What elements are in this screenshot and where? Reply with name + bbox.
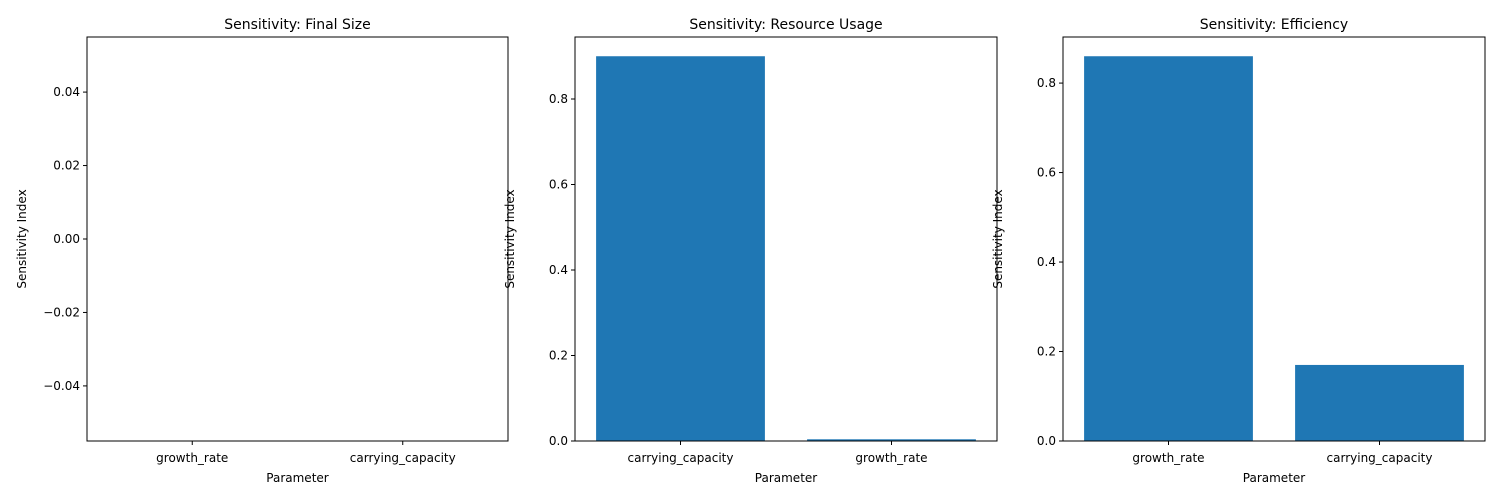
y-tick-label: 0.6 bbox=[1037, 166, 1056, 180]
bar-growth-rate bbox=[807, 439, 976, 441]
x-tick-label-carrying-capacity: carrying_capacity bbox=[628, 451, 734, 465]
x-tick-label-growth-rate: growth_rate bbox=[156, 451, 228, 465]
chart-panel-1: −0.04 −0.02 0.00 0.02 0.04 growth_rate carryin… bbox=[15, 17, 509, 485]
y-tick-label: 0.0 bbox=[1037, 434, 1056, 448]
plot-frame bbox=[574, 36, 998, 442]
y-tick-label: 0.4 bbox=[1037, 255, 1056, 269]
y-tick-label: 0.02 bbox=[53, 159, 80, 173]
x-tick-label-growth-rate: growth_rate bbox=[1132, 451, 1204, 465]
chart-title: Sensitivity: Efficiency bbox=[1200, 17, 1348, 33]
y-axis-label: Sensitivity Index bbox=[15, 189, 29, 288]
chart-panel-2: 0.0 0.2 0.4 0.6 0.8 carrying_capacity growth_r… bbox=[503, 17, 998, 485]
bar-carrying-capacity bbox=[596, 56, 765, 441]
y-tick-label: 0.8 bbox=[549, 92, 568, 106]
y-tick-label: 0.00 bbox=[53, 232, 80, 246]
y-tick-label: 0.04 bbox=[53, 85, 80, 99]
plot-frame bbox=[86, 36, 509, 442]
bar-growth-rate bbox=[1084, 56, 1253, 441]
x-tick-label-carrying-capacity: carrying_capacity bbox=[1327, 451, 1433, 465]
y-tick-label: −0.02 bbox=[43, 305, 80, 319]
chart-title: Sensitivity: Resource Usage bbox=[689, 17, 882, 33]
x-axis-label: Parameter bbox=[755, 471, 817, 485]
y-axis-label: Sensitivity Index bbox=[503, 189, 517, 288]
x-tick-label-growth-rate: growth_rate bbox=[855, 451, 927, 465]
bar-carrying-capacity bbox=[1295, 364, 1464, 441]
y-tick-label: 0.2 bbox=[1037, 345, 1056, 359]
y-axis-label: Sensitivity Index bbox=[991, 189, 1005, 288]
x-axis-label: Parameter bbox=[266, 471, 328, 485]
x-axis-label: Parameter bbox=[1243, 471, 1305, 485]
chart-title: Sensitivity: Final Size bbox=[224, 17, 371, 33]
y-tick-label: 0.6 bbox=[549, 177, 568, 191]
x-tick-label-carrying-capacity: carrying_capacity bbox=[350, 451, 456, 465]
y-tick-label: −0.04 bbox=[43, 379, 80, 393]
y-tick-label: 0.2 bbox=[549, 348, 568, 362]
chart-panel-3: 0.0 0.2 0.4 0.6 0.8 growth_rate carrying_capac… bbox=[991, 17, 1486, 485]
plot-frame bbox=[1062, 36, 1486, 442]
y-tick-label: 0.8 bbox=[1037, 76, 1056, 90]
y-tick-label: 0.0 bbox=[549, 434, 568, 448]
y-tick-label: 0.4 bbox=[549, 263, 568, 277]
